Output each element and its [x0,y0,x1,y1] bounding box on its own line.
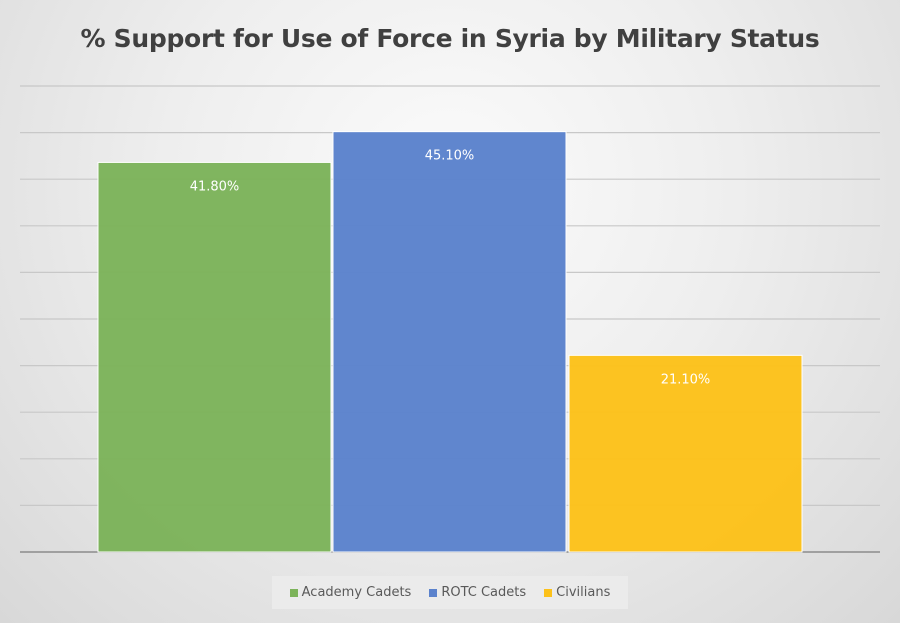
data-label: 45.10% [425,149,475,164]
legend-label: Academy Cadets [301,585,412,600]
legend-label: Civilians [556,585,611,600]
chart-title: % Support for Use of Force in Syria by M… [80,24,820,53]
legend-item: Academy Cadets [289,585,412,600]
legend-swatch [289,588,298,597]
legend-label: ROTC Cadets [441,585,527,600]
legend: Academy Cadets ROTC Cadets Civilians [272,576,628,609]
legend-swatch [429,588,438,597]
bar-academy-cadets [97,161,332,553]
data-label: 41.80% [190,179,240,194]
bar-civilians [568,354,803,553]
legend-item: ROTC Cadets [429,585,526,600]
legend-swatch [544,588,553,597]
legend-item: Civilians [544,585,610,600]
bar-rotc-cadets [332,131,567,553]
data-label: 21.10% [661,372,711,387]
